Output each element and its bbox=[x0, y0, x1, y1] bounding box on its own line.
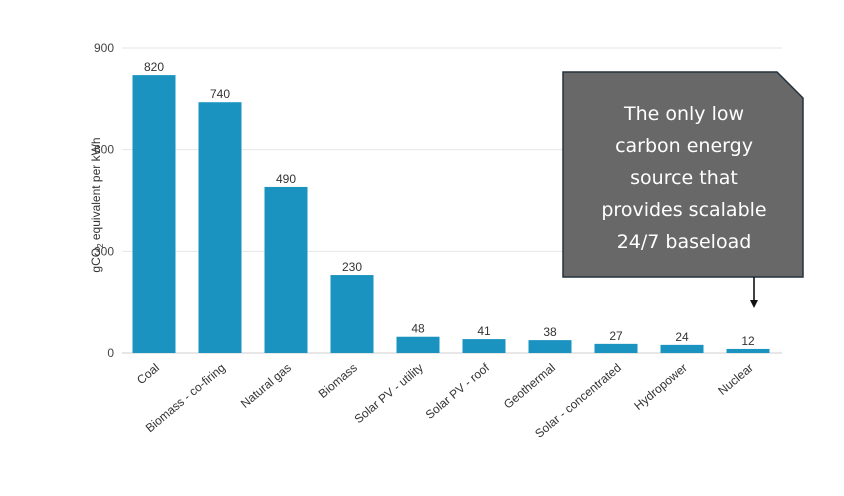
callout-text-line: carbon energy bbox=[615, 135, 753, 157]
annotation-callout: The only low carbon energy source that prov… bbox=[562, 71, 804, 308]
bar-value-label: 740 bbox=[210, 87, 230, 101]
bar bbox=[330, 275, 374, 353]
bar bbox=[132, 75, 176, 353]
x-tick-label: Geothermal bbox=[501, 361, 558, 412]
bar-value-label: 820 bbox=[144, 60, 164, 74]
y-axis: 0 300 600 900 bbox=[94, 41, 114, 360]
y-tick-label: 300 bbox=[94, 244, 114, 258]
bar-value-label: 38 bbox=[543, 325, 557, 339]
bar bbox=[264, 186, 308, 353]
y-axis-label-sub: 2 bbox=[96, 243, 105, 248]
y-tick-label: 900 bbox=[94, 41, 114, 55]
x-tick-label: Coal bbox=[134, 361, 162, 388]
callout-text-line: The only low bbox=[623, 103, 744, 125]
bar bbox=[726, 348, 770, 353]
x-tick-label: Solar PV - utility bbox=[352, 361, 426, 427]
y-tick-label: 0 bbox=[107, 346, 114, 360]
callout-arrow-head bbox=[750, 300, 758, 308]
bar bbox=[594, 343, 638, 353]
bar bbox=[462, 339, 506, 353]
bar-value-label: 230 bbox=[342, 260, 362, 274]
bar-value-label: 27 bbox=[609, 329, 623, 343]
bar bbox=[528, 340, 572, 353]
callout-box bbox=[562, 71, 804, 278]
bar-value-label: 48 bbox=[411, 322, 425, 336]
y-tick-label: 600 bbox=[94, 143, 114, 157]
callout-text-line: 24/7 baseload bbox=[617, 231, 752, 253]
x-tick-label: Nuclear bbox=[715, 361, 756, 398]
bar bbox=[660, 344, 704, 353]
x-tick-label: Hydropower bbox=[631, 361, 690, 413]
bar bbox=[198, 102, 242, 353]
bar bbox=[396, 336, 440, 353]
bar-value-label: 24 bbox=[675, 330, 689, 344]
bar-value-label: 41 bbox=[477, 324, 491, 338]
y-axis-label: gCO2 equivalent per kWh bbox=[89, 137, 105, 272]
bar-value-label: 12 bbox=[741, 334, 755, 348]
y-axis-label-pre: gCO bbox=[89, 248, 103, 273]
bars bbox=[132, 75, 770, 353]
y-axis-label-post: equivalent per kWh bbox=[89, 137, 103, 243]
callout-text-line: source that bbox=[630, 167, 738, 189]
bar-value-label: 490 bbox=[276, 172, 296, 186]
value-labels: 820 740 490 230 48 41 38 27 24 12 bbox=[144, 60, 755, 348]
callout-text-line: provides scalable bbox=[601, 199, 766, 221]
x-tick-label: Solar PV - roof bbox=[423, 360, 493, 422]
x-tick-label: Biomass bbox=[316, 361, 360, 401]
x-tick-label: Natural gas bbox=[238, 361, 294, 411]
